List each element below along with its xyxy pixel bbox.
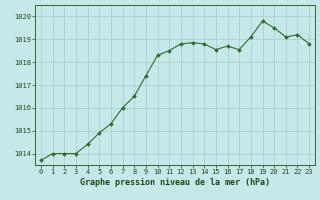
- X-axis label: Graphe pression niveau de la mer (hPa): Graphe pression niveau de la mer (hPa): [80, 178, 270, 187]
